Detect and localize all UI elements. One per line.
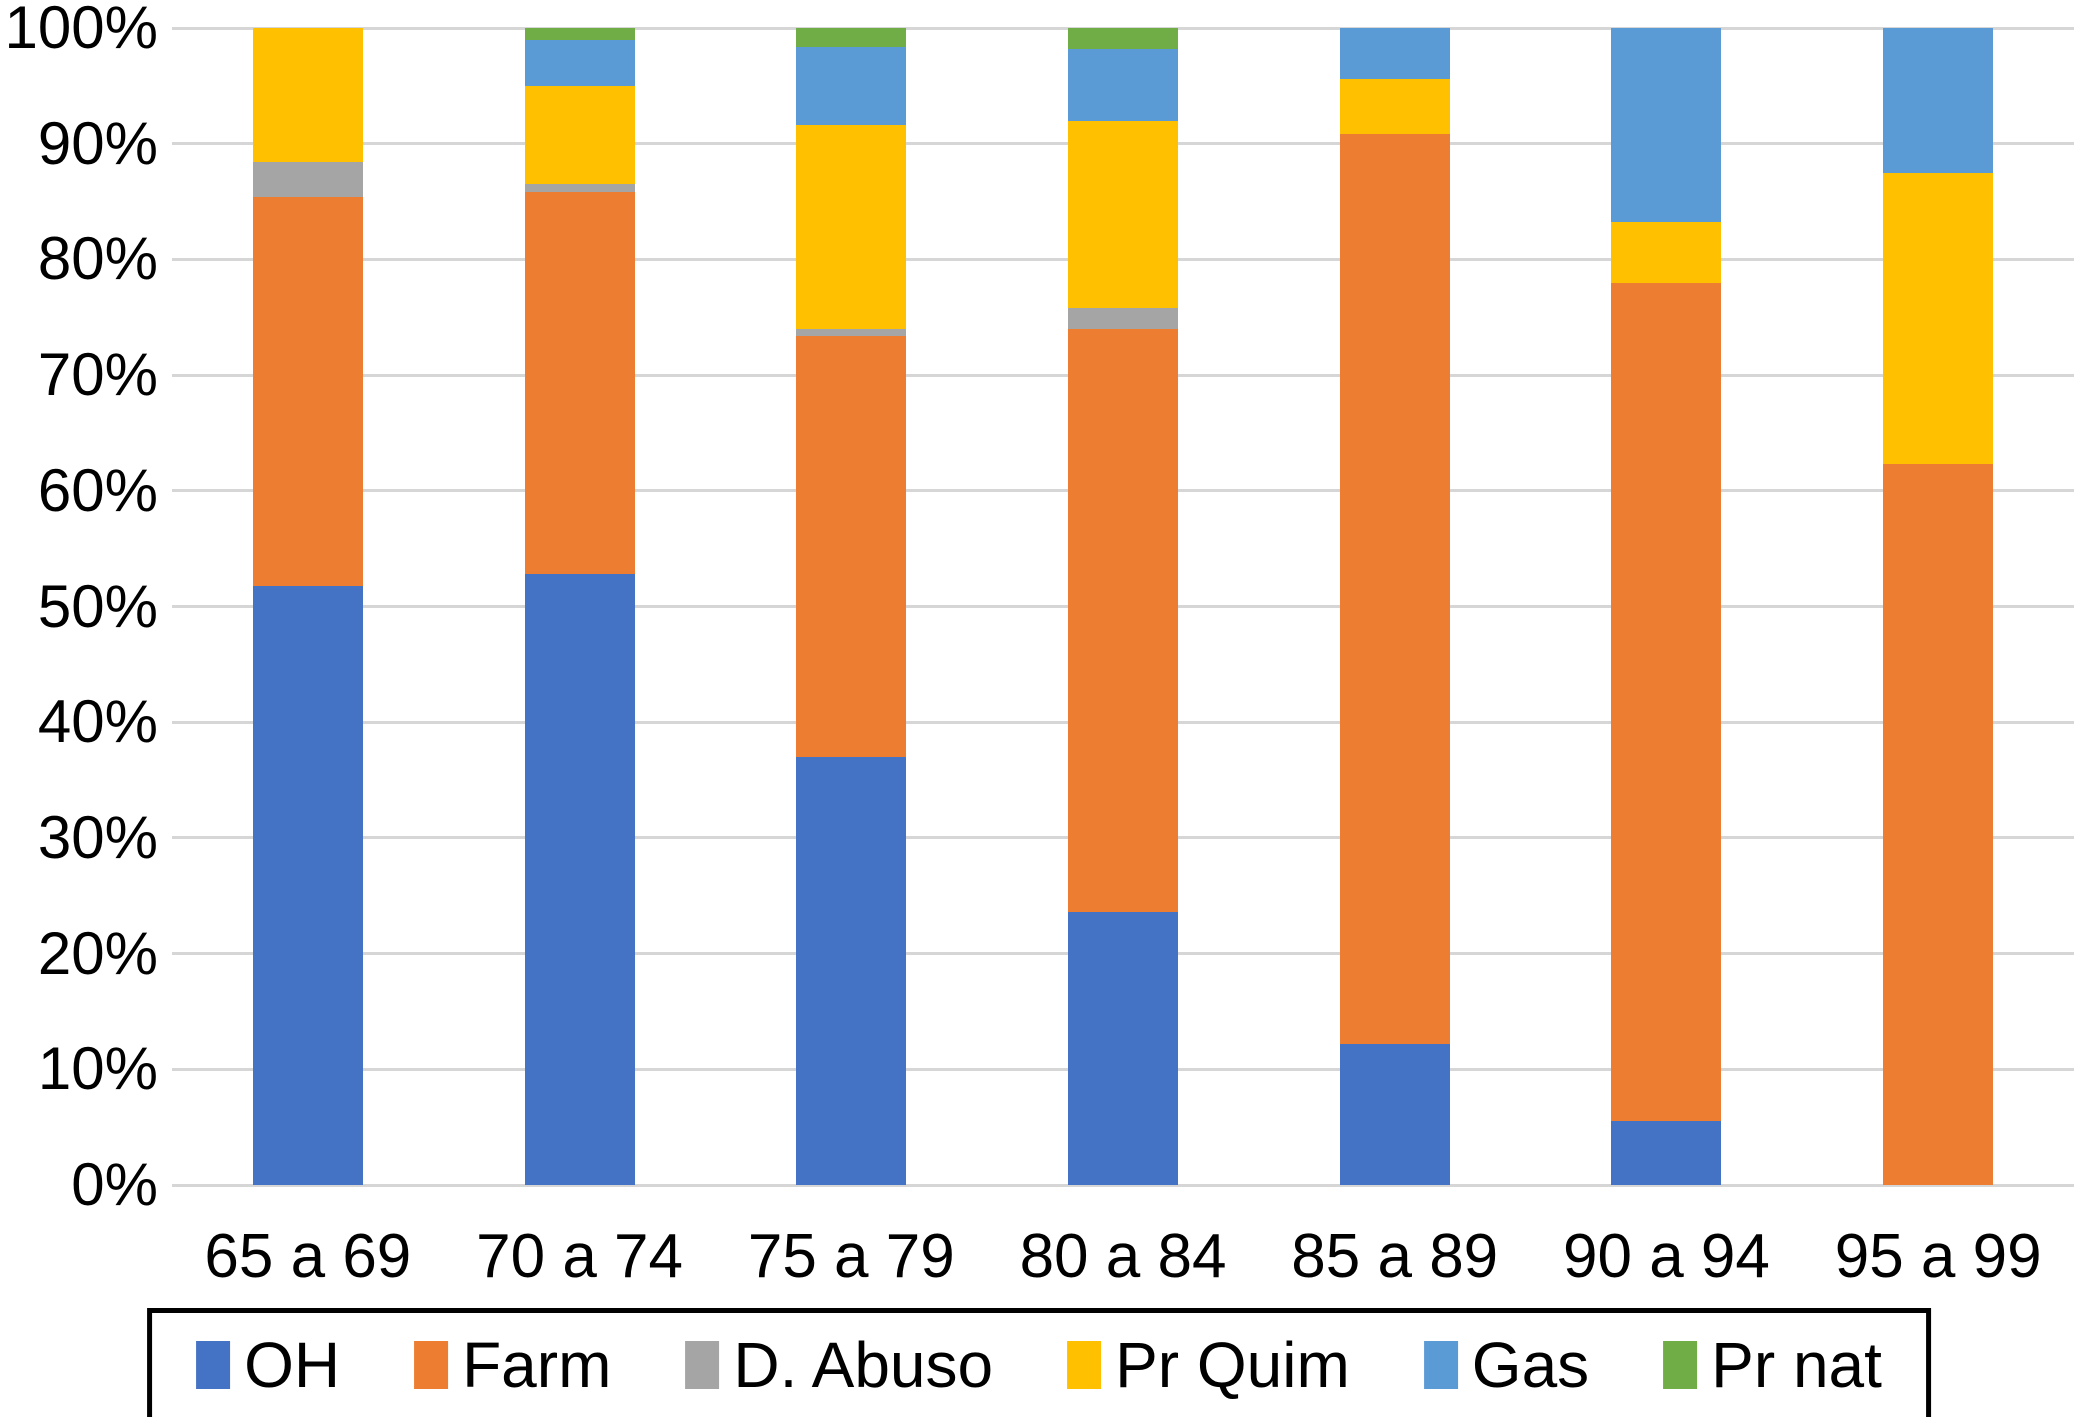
legend-swatch-icon [1423, 1341, 1458, 1389]
segment-oh [524, 574, 635, 1185]
segment-gas [796, 46, 907, 126]
segment-pr-quim [796, 125, 907, 329]
legend-label: Farm [462, 1329, 612, 1401]
segment-oh [1611, 1121, 1722, 1185]
segment-gas [1883, 28, 1994, 173]
bar-slot [1259, 28, 1531, 1185]
segment-pr-quim [252, 28, 363, 163]
legend-item-d-abuso: D. Abuso [685, 1329, 993, 1401]
segment-oh [1339, 1043, 1450, 1185]
legend-item-farm: Farm [414, 1329, 611, 1401]
segment-farm [252, 196, 363, 586]
segment-pr-quim [1883, 172, 1994, 465]
legend-label: D. Abuso [733, 1329, 994, 1401]
segment-oh [1068, 911, 1179, 1185]
legend-item-pr-quim: Pr Quim [1067, 1329, 1350, 1401]
segment-gas [1611, 28, 1722, 223]
x-tick-label: 65 a 69 [204, 1222, 412, 1291]
segment-gas [1339, 28, 1450, 79]
stacked-bar-95-a-99 [1883, 28, 1994, 1185]
y-axis: 100% 90% 80% 70% 60% 50% 40% 30% 20% 10% 0% [0, 0, 158, 1215]
legend-item-oh: OH [196, 1329, 340, 1401]
legend-swatch-icon [1067, 1341, 1102, 1389]
y-tick-label: 60% [37, 456, 158, 524]
y-tick-label: 80% [37, 225, 158, 293]
segment-pr-quim [1611, 222, 1722, 283]
segment-farm [1611, 282, 1722, 1122]
x-tick-label: 85 a 89 [1291, 1222, 1499, 1291]
segment-farm [1883, 464, 1994, 1185]
legend: OH Farm D. Abuso Pr Quim Gas Pr nat [147, 1308, 1931, 1417]
segment-d-abuso [1068, 308, 1179, 329]
bar-slot [172, 28, 444, 1185]
gridline [172, 1183, 2074, 1187]
bar-slot [1531, 28, 1803, 1185]
stacked-bar-85-a-89 [1339, 28, 1450, 1185]
plot-area [172, 26, 2074, 1187]
x-tick-label: 90 a 94 [1563, 1222, 1770, 1291]
y-tick-label: 10% [37, 1035, 158, 1103]
y-tick-label: 50% [37, 572, 158, 640]
segment-farm [524, 192, 635, 575]
segment-d-abuso [796, 328, 907, 336]
legend-item-gas: Gas [1423, 1329, 1590, 1401]
bar-slot [1802, 28, 2074, 1185]
segment-oh [252, 585, 363, 1185]
segment-pr-nat [524, 28, 635, 40]
y-tick-label: 90% [37, 109, 158, 177]
segment-d-abuso [252, 162, 363, 197]
legend-swatch-icon [685, 1341, 720, 1389]
legend-swatch-icon [414, 1341, 449, 1389]
bar-slot [987, 28, 1259, 1185]
y-tick-label: 100% [4, 0, 158, 61]
segment-d-abuso [524, 184, 635, 193]
x-axis: 65 a 69 70 a 74 75 a 79 80 a 84 85 a 89 90 a … [172, 1222, 2074, 1292]
segment-pr-nat [796, 28, 907, 47]
stacked-bar-75-a-79 [796, 28, 907, 1185]
segment-oh [796, 756, 907, 1185]
stacked-bar-65-a-69 [252, 28, 363, 1185]
legend-swatch-icon [196, 1341, 231, 1389]
segment-pr-nat [1068, 28, 1179, 49]
segment-pr-quim [1339, 78, 1450, 135]
y-tick-label: 0% [71, 1151, 158, 1218]
stacked-bar-90-a-94 [1611, 28, 1722, 1185]
segment-pr-quim [1068, 120, 1179, 309]
x-tick-label: 95 a 99 [1834, 1222, 2042, 1291]
segment-farm [796, 335, 907, 757]
legend-label: OH [244, 1329, 341, 1401]
segment-pr-quim [524, 85, 635, 185]
y-tick-label: 20% [37, 919, 158, 987]
legend-label: Pr Quim [1115, 1329, 1350, 1401]
gridline [172, 26, 2074, 30]
legend-label: Pr nat [1711, 1329, 1882, 1401]
x-tick-label: 75 a 79 [747, 1222, 955, 1291]
legend-item-pr-nat: Pr nat [1663, 1329, 1882, 1401]
bar-slot [715, 28, 987, 1185]
legend-swatch-icon [1663, 1341, 1698, 1389]
segment-gas [1068, 48, 1179, 121]
x-tick-label: 70 a 74 [476, 1222, 683, 1291]
legend-label: Gas [1471, 1329, 1590, 1401]
x-tick-label: 80 a 84 [1019, 1222, 1227, 1291]
segment-gas [524, 39, 635, 86]
stacked-bar-80-a-84 [1068, 28, 1179, 1185]
bars-row [172, 28, 2074, 1185]
stacked-bar-70-a-74 [524, 28, 635, 1185]
segment-farm [1339, 134, 1450, 1044]
y-tick-label: 40% [37, 688, 158, 756]
segment-farm [1068, 328, 1179, 912]
y-tick-label: 30% [37, 803, 158, 871]
bar-slot [444, 28, 716, 1185]
y-tick-label: 70% [37, 341, 158, 409]
